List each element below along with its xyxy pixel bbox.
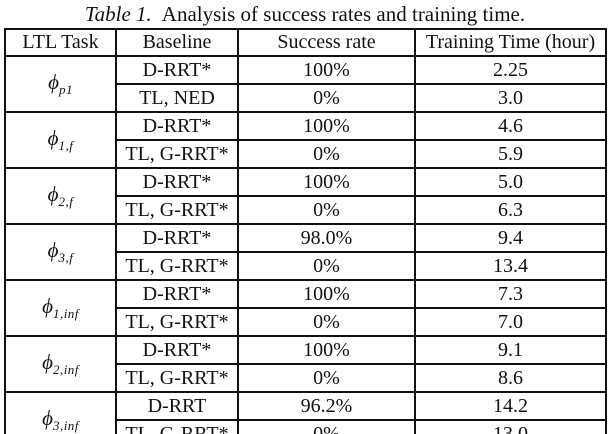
- baseline-cell: TL, G-RRT*: [115, 363, 239, 393]
- table-row: ϕ2,f D-RRT* 100% 5.0: [4, 167, 607, 225]
- success-rate-cell: 0%: [237, 195, 416, 225]
- phi-subscript: 2,f: [58, 194, 74, 209]
- training-time-cell: 5.9: [414, 139, 607, 169]
- table-row: ϕ2,inf D-RRT* 100% 9.1: [4, 335, 607, 393]
- training-time-cell: 5.0: [414, 167, 607, 197]
- header-ltl-task: LTL Task: [4, 28, 117, 57]
- training-time-cell: 2.25: [414, 55, 607, 85]
- training-time-cell: 6.3: [414, 195, 607, 225]
- success-rate-cell: 100%: [237, 335, 416, 365]
- success-rate-cell: 0%: [237, 363, 416, 393]
- phi-subscript: 1,f: [58, 138, 74, 153]
- phi-subscript: 3,f: [58, 250, 74, 265]
- ltl-task-cell: ϕ2,inf: [4, 335, 117, 393]
- table-row: TL, G-RRT* 0% 6.3: [5, 195, 607, 225]
- baseline-cell: D-RRT*: [115, 223, 239, 253]
- header-training-time: Training Time (hour): [414, 28, 607, 57]
- table-caption-text: Analysis of success rates and training t…: [161, 2, 526, 26]
- phi-symbol: ϕ: [47, 126, 59, 150]
- baseline-cell: D-RRT*: [115, 335, 239, 365]
- table-row: TL, G-RRT* 0% 7.0: [5, 307, 607, 337]
- training-time-cell: 3.0: [414, 83, 607, 113]
- training-time-cell: 7.0: [414, 307, 607, 337]
- success-rate-cell: 0%: [237, 251, 416, 281]
- phi-subscript: 3,inf: [52, 418, 79, 433]
- success-rate-cell: 96.2%: [237, 391, 416, 421]
- ltl-task-cell: ϕ3,f: [4, 223, 117, 281]
- table-caption-label: Table 1.: [84, 2, 152, 26]
- phi-symbol: ϕ: [42, 294, 53, 318]
- table-row: TL, G-RRT* 0% 13.4: [5, 251, 607, 281]
- header-row: LTL Task Baseline Success rate Training …: [4, 28, 607, 57]
- phi-subscript: 1,inf: [52, 306, 79, 321]
- table-caption: Table 1. Analysis of success rates and tr…: [0, 1, 610, 27]
- phi-symbol: ϕ: [47, 238, 59, 262]
- training-time-cell: 4.6: [414, 111, 607, 141]
- table-row: TL, NED 0% 3.0: [5, 83, 607, 113]
- baseline-cell: D-RRT*: [115, 279, 239, 309]
- phi-symbol: ϕ: [42, 406, 53, 430]
- baseline-cell: TL, G-RRT*: [115, 139, 239, 169]
- ltl-task-cell: ϕ1,f: [4, 111, 117, 169]
- success-rate-cell: 100%: [237, 279, 416, 309]
- ltl-task-cell: ϕ2,f: [4, 167, 117, 225]
- training-time-cell: 9.4: [414, 223, 607, 253]
- phi-subscript: 2,inf: [52, 362, 79, 377]
- success-rate-cell: 0%: [237, 139, 416, 169]
- ltl-task-cell: ϕ3,inf: [4, 391, 117, 434]
- baseline-cell: D-RRT: [115, 391, 239, 421]
- phi-subscript: p1: [58, 82, 73, 97]
- phi-symbol: ϕ: [47, 182, 59, 206]
- training-time-cell: 13.0: [414, 419, 607, 434]
- ltl-task-cell: ϕ1,inf: [4, 279, 117, 337]
- phi-symbol: ϕ: [42, 350, 53, 374]
- baseline-cell: D-RRT*: [115, 55, 239, 85]
- baseline-cell: TL, NED: [115, 83, 239, 113]
- phi-symbol: ϕ: [48, 70, 59, 94]
- training-time-cell: 8.6: [414, 363, 607, 393]
- success-rate-cell: 0%: [237, 419, 416, 434]
- success-rate-cell: 0%: [237, 307, 416, 337]
- success-rate-cell: 98.0%: [237, 223, 416, 253]
- table-row: ϕ1,f D-RRT* 100% 4.6: [4, 111, 607, 169]
- table-row: TL, G-RRT* 0% 5.9: [5, 139, 607, 169]
- baseline-cell: D-RRT*: [115, 111, 239, 141]
- table-row: ϕ1,inf D-RRT* 100% 7.3: [4, 279, 607, 337]
- header-success-rate: Success rate: [237, 28, 416, 57]
- baseline-cell: TL, G-RRT*: [115, 307, 239, 337]
- table-row: ϕ3,inf D-RRT 96.2% 14.2: [4, 391, 607, 434]
- training-time-cell: 9.1: [414, 335, 607, 365]
- training-time-cell: 14.2: [414, 391, 607, 421]
- ltl-task-cell: ϕp1: [4, 55, 117, 113]
- baseline-cell: TL, G-RRT*: [115, 195, 239, 225]
- header-baseline: Baseline: [115, 28, 239, 57]
- baseline-cell: TL, G-RRT*: [115, 419, 239, 434]
- success-rate-cell: 100%: [237, 167, 416, 197]
- success-rate-cell: 0%: [237, 83, 416, 113]
- table-row: TL, G-RRT* 0% 8.6: [5, 363, 607, 393]
- success-rate-cell: 100%: [237, 111, 416, 141]
- table-row: TL, G-RRT* 0% 13.0: [5, 419, 607, 434]
- training-time-cell: 13.4: [414, 251, 607, 281]
- results-table: LTL Task Baseline Success rate Training …: [4, 28, 607, 434]
- baseline-cell: TL, G-RRT*: [115, 251, 239, 281]
- baseline-cell: D-RRT*: [115, 167, 239, 197]
- table-row: ϕ3,f D-RRT* 98.0% 9.4: [4, 223, 607, 281]
- training-time-cell: 7.3: [414, 279, 607, 309]
- table-row: ϕp1 D-RRT* 100% 2.25: [4, 55, 607, 113]
- success-rate-cell: 100%: [237, 55, 416, 85]
